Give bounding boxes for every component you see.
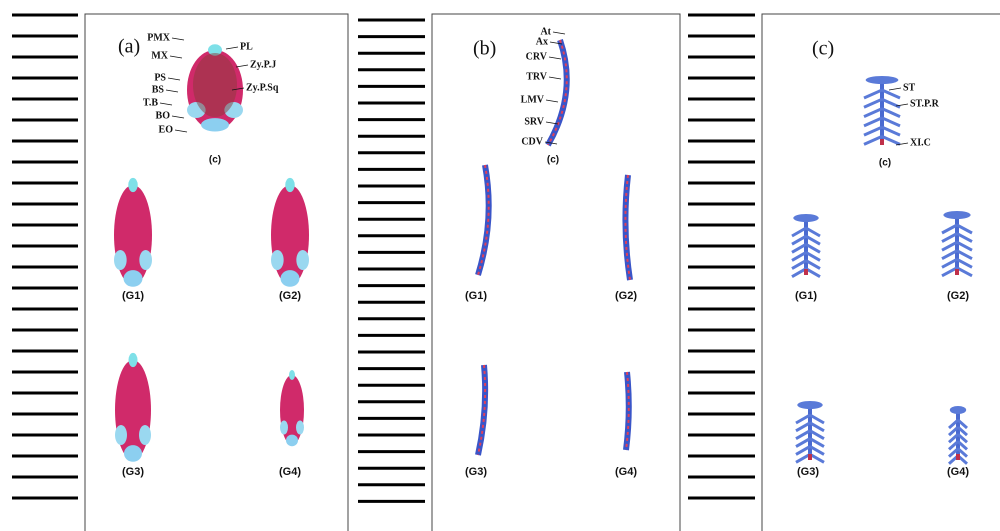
skull-base [286, 435, 298, 447]
annotation: EO [159, 124, 174, 135]
skull-base [124, 445, 142, 462]
skull-bulla [296, 421, 304, 435]
group-label: (G4) [615, 466, 637, 478]
annotation: PMX [147, 32, 171, 43]
skull-tip [129, 353, 138, 367]
group-label: (G2) [279, 290, 301, 302]
skull [271, 185, 309, 285]
skull-base [201, 118, 229, 131]
group-label: (G2) [615, 290, 637, 302]
annotation: TRV [526, 71, 548, 82]
skull-bulla [280, 421, 288, 435]
group-label: (G3) [122, 466, 144, 478]
skull-overlay [193, 53, 237, 117]
group-label: (G1) [795, 290, 817, 302]
annotation: LMV [521, 94, 545, 105]
annotation: XI.C [910, 137, 931, 148]
skull-bulla [296, 250, 309, 270]
annotation: BS [152, 84, 165, 95]
control-label: (c) [879, 158, 891, 169]
panel-label: (c) [812, 38, 834, 60]
group-label: (G1) [465, 290, 487, 302]
annotation: SRV [524, 116, 544, 127]
skull-bulla [115, 425, 127, 445]
annotation: BO [156, 110, 171, 121]
group-label: (G4) [947, 466, 969, 478]
annotation: MX [151, 50, 168, 61]
annotation: Zy.P.Sq [246, 82, 279, 93]
group-label: (G1) [122, 290, 144, 302]
manubrium [943, 211, 970, 219]
skull-bulla [271, 250, 284, 270]
panel-label: (a) [118, 36, 140, 58]
skull-tip [128, 178, 138, 192]
annotation: CRV [526, 51, 548, 62]
annotation: Ax [536, 36, 548, 47]
skull-bulla [114, 250, 127, 270]
annotation: CDV [521, 136, 543, 147]
manubrium [797, 401, 822, 409]
control-label: (c) [209, 155, 221, 166]
annotation: Zy.P.J [250, 59, 276, 70]
skull-tip [289, 370, 295, 380]
skull-bulla [139, 250, 152, 270]
annotation: T.B [143, 97, 158, 108]
annotation: ST.P.R [910, 98, 940, 109]
skull [115, 360, 151, 460]
skull-bulla [139, 425, 151, 445]
manubrium [793, 214, 818, 222]
skull-base [124, 270, 143, 287]
group-label: (G2) [947, 290, 969, 302]
control-label: (c) [547, 155, 559, 166]
group-label: (G4) [279, 466, 301, 478]
annotation: PS [154, 72, 166, 83]
figure: (a) PMX MX PSBS T.B BO EO PL Zy.P.J Zy.P.Sq (c) (G1… [0, 0, 1000, 531]
panel-label: (b) [473, 38, 496, 60]
skull-tip [285, 178, 295, 192]
annotation: ST [903, 82, 916, 93]
skull-base [281, 270, 300, 287]
manubrium [950, 406, 966, 414]
group-label: (G3) [797, 466, 819, 478]
panel-frame [432, 14, 680, 531]
skull [280, 375, 304, 445]
skull [114, 185, 152, 285]
manubrium [866, 76, 899, 84]
group-label: (G3) [465, 466, 487, 478]
annotation: PL [240, 41, 253, 52]
